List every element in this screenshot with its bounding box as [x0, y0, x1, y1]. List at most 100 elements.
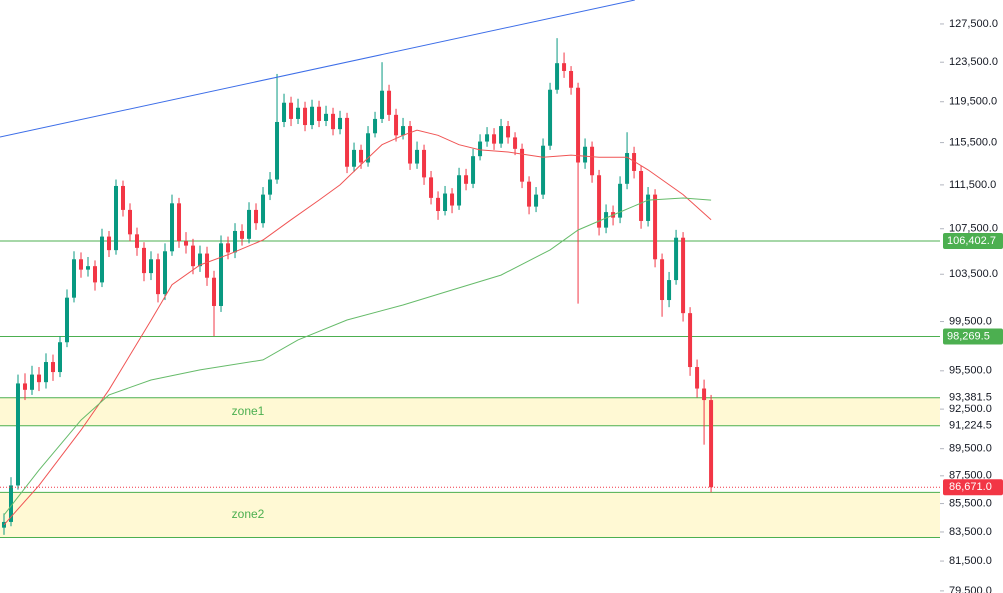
candle-body: [534, 194, 539, 207]
last-price-label: 86,671.0: [949, 481, 992, 493]
candle-body: [597, 175, 602, 228]
candle-body: [653, 194, 658, 260]
y-tick-label: 115,500.0: [949, 136, 997, 148]
y-tick-label: 81,500.0: [949, 555, 992, 567]
candle-body: [688, 313, 693, 368]
indicator-line: [3, 197, 712, 516]
candle-body: [499, 126, 504, 144]
candle-body: [604, 212, 609, 228]
y-tick-label: 111,500.0: [949, 179, 996, 191]
candle-body: [8, 485, 13, 522]
candle-body: [632, 153, 637, 171]
zone-label: zone2: [232, 507, 265, 521]
candle-body: [702, 388, 707, 401]
candle-body: [646, 194, 651, 221]
candle-body: [71, 259, 76, 298]
candle-body: [289, 102, 294, 119]
candle-body: [163, 251, 168, 295]
candle-body: [380, 90, 385, 119]
candle-body: [464, 175, 469, 184]
candle-body: [415, 149, 420, 164]
candle-body: [331, 113, 336, 130]
y-tick-label: 85,500.0: [949, 497, 992, 509]
candle-body: [233, 230, 238, 253]
candle-body: [149, 259, 154, 274]
candle-body: [562, 63, 567, 71]
candle-body: [422, 149, 427, 178]
candle-body: [212, 277, 217, 306]
zone: [0, 492, 940, 538]
level-label: 98,269.5: [947, 330, 990, 342]
level-badge: [943, 233, 1003, 250]
y-tick-label: 83,500.0: [949, 526, 992, 538]
candle-body: [268, 179, 273, 195]
zone-price-label: 93,381.5: [949, 392, 992, 404]
candle-body: [590, 146, 595, 176]
candle-body: [177, 203, 182, 242]
y-tick-label: 95,500.0: [949, 365, 992, 377]
candle-body: [695, 367, 700, 389]
candle-body: [569, 70, 574, 88]
candle-body: [142, 247, 147, 274]
indicator-line: [3, 129, 712, 526]
y-tick-label: 92,500.0: [949, 403, 992, 415]
candle-body: [50, 362, 55, 373]
candle-body: [660, 259, 665, 301]
candle-body: [303, 107, 308, 126]
candle-body: [317, 106, 322, 121]
candle-body: [471, 156, 476, 184]
candle-body: [100, 236, 105, 283]
candle-body: [170, 203, 175, 252]
candle-body: [527, 181, 532, 207]
candle-body: [387, 90, 392, 115]
candle-body: [541, 145, 546, 195]
candle-body: [450, 193, 455, 206]
candle-body: [43, 362, 48, 383]
last-price-badge: [943, 479, 1003, 496]
candle-body: [513, 137, 518, 149]
candle-body: [429, 177, 434, 198]
y-tick-label: 107,500.0: [949, 223, 998, 235]
candle-body: [478, 141, 483, 157]
candle-body: [639, 170, 644, 221]
candle-body: [520, 148, 525, 182]
level-badge: [943, 328, 1003, 345]
candle-body: [548, 89, 553, 146]
candle-body: [36, 374, 41, 383]
y-tick-label: 123,500.0: [949, 56, 998, 68]
candle-body: [618, 183, 623, 218]
candle-body: [57, 342, 62, 373]
candle-body: [22, 383, 27, 390]
y-tick-label: 103,500.0: [949, 268, 998, 280]
indicator-line: [0, 0, 635, 138]
y-tick-label: 127,500.0: [949, 18, 998, 30]
candle-body: [492, 134, 497, 144]
zone-price-bg: [942, 390, 1003, 405]
candle-body: [506, 126, 511, 138]
y-tick-label: 89,500.0: [949, 443, 992, 455]
candle-body: [198, 253, 203, 267]
candle-body: [359, 149, 364, 163]
candle-body: [121, 185, 126, 210]
level-label: 106,402.7: [947, 235, 996, 247]
zone-price-label: 91,224.5: [949, 420, 992, 432]
candle-body: [345, 117, 350, 167]
candle-body: [64, 297, 69, 343]
candle-body: [485, 134, 490, 142]
candle-body: [282, 102, 287, 122]
candle-body: [366, 133, 371, 163]
candle-body: [184, 241, 189, 246]
candle-body: [254, 209, 259, 224]
candle-body: [576, 87, 581, 163]
candle-body: [219, 243, 224, 306]
candle-body: [247, 209, 252, 239]
candle-body: [226, 243, 231, 253]
candle-body: [240, 230, 245, 239]
candle-body: [114, 185, 119, 251]
candle-body: [352, 149, 357, 167]
candle-body: [78, 259, 83, 270]
candle-body: [667, 280, 672, 301]
candle-body: [29, 374, 34, 390]
candle-body: [275, 121, 280, 180]
